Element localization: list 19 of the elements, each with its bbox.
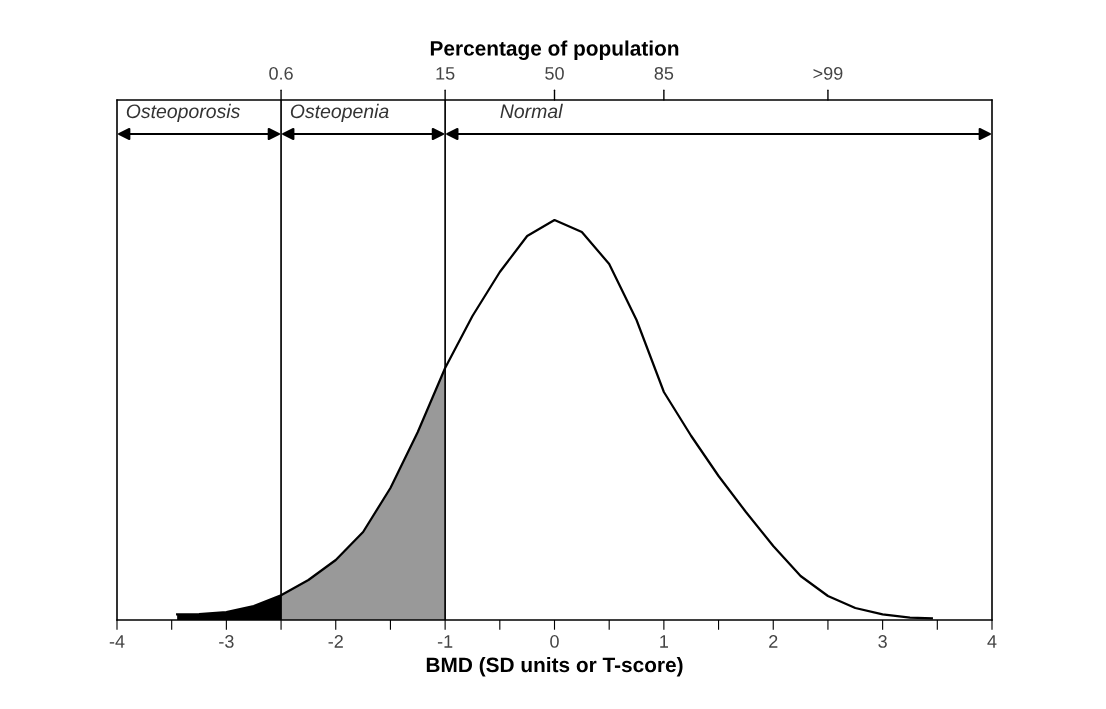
text: Osteoporosis bbox=[126, 103, 240, 122]
annotation: 50 bbox=[545, 66, 564, 80]
x-tick-label: 3 bbox=[878, 635, 887, 648]
annotation: 0.6 bbox=[269, 66, 293, 80]
x-axis-title: BMD (SD units or T-score) bbox=[426, 656, 683, 677]
x2-axis-title: Percentage of population bbox=[430, 40, 679, 60]
x-tick-label: -4 bbox=[109, 635, 125, 648]
x-tick-label: 0 bbox=[550, 635, 559, 648]
x-tick-label: 2 bbox=[769, 635, 778, 648]
text: Normal bbox=[500, 103, 563, 119]
x-tick-label: 1 bbox=[660, 635, 669, 648]
text: Osteopenia bbox=[290, 103, 389, 122]
x-tick-label: -3 bbox=[219, 635, 234, 648]
x-tick-label: -2 bbox=[328, 635, 343, 648]
x-tick-label: -1 bbox=[437, 635, 453, 648]
annotation: 85 bbox=[654, 66, 674, 80]
annotation: 15 bbox=[436, 67, 455, 80]
annotation: >99 bbox=[813, 66, 843, 80]
x-tick-label: 4 bbox=[987, 635, 997, 648]
